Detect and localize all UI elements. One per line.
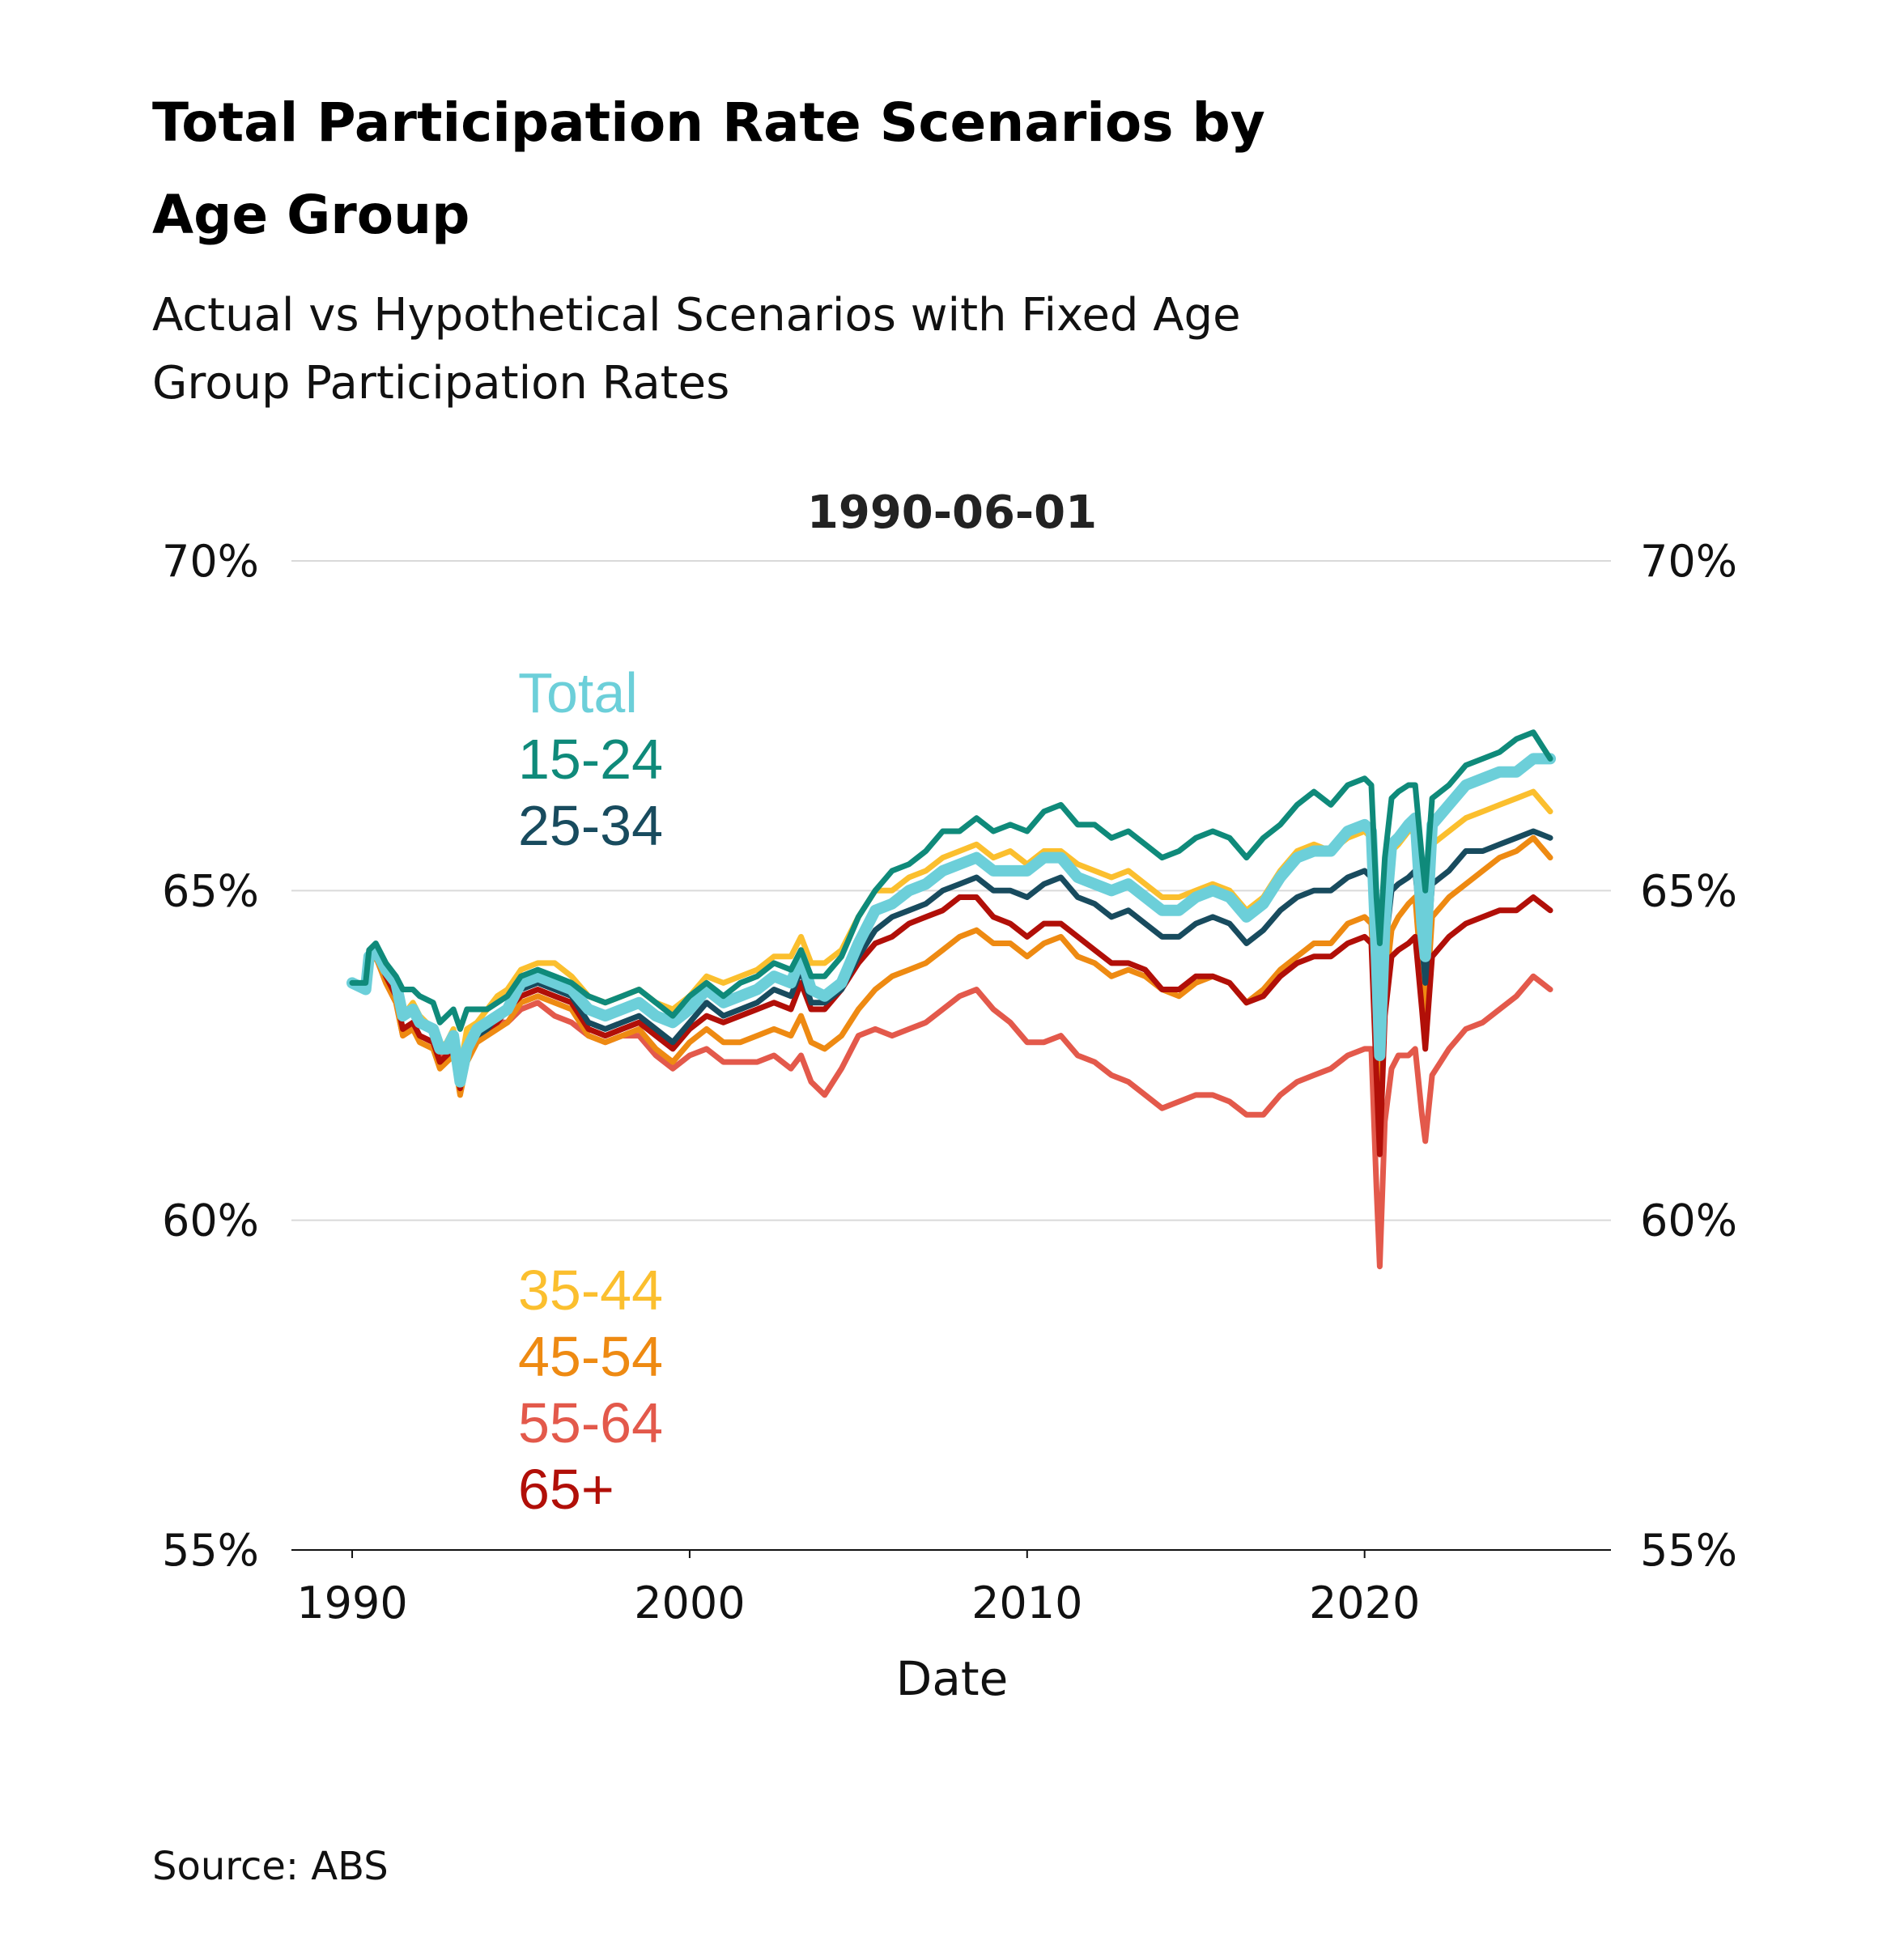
legend-label-45-54: 45-54 bbox=[518, 1325, 663, 1388]
right-y-axis: 55% 60% 65% 70% bbox=[1640, 536, 1737, 1576]
chart-title-line-2: Age Group bbox=[152, 184, 470, 246]
legend-label-65-: 65+ bbox=[518, 1458, 614, 1521]
x-tick-label: 2020 bbox=[1309, 1577, 1420, 1628]
y-tick-label-right: 55% bbox=[1640, 1525, 1737, 1576]
series-lines bbox=[346, 729, 1556, 1270]
series-line-15-24 bbox=[349, 729, 1553, 1032]
facet-date-label: 1990-06-01 bbox=[807, 486, 1097, 539]
chart-subtitle-line-2: Group Participation Rates bbox=[152, 357, 729, 410]
chart-subtitle-line-1: Actual vs Hypothetical Scenarios with Fi… bbox=[152, 289, 1241, 342]
gridlines bbox=[291, 560, 1611, 1221]
y-tick-label-left: 55% bbox=[162, 1525, 259, 1576]
x-tick-label: 2000 bbox=[634, 1577, 745, 1628]
y-tick-label-right: 65% bbox=[1640, 865, 1737, 916]
series-line-total bbox=[346, 753, 1556, 1088]
left-y-axis: 55% 60% 65% 70% bbox=[162, 536, 259, 1576]
y-tick-label-left: 60% bbox=[162, 1195, 259, 1246]
legend-label-55-64: 55-64 bbox=[518, 1391, 663, 1454]
legend-label-total: Total bbox=[518, 661, 638, 724]
x-tick-label: 1990 bbox=[296, 1577, 407, 1628]
legend-label-35-44: 35-44 bbox=[518, 1259, 663, 1322]
x-axis: 1990 2000 2010 2020 bbox=[296, 1550, 1420, 1628]
y-tick-label-left: 65% bbox=[162, 865, 259, 916]
legend-label-15-24: 15-24 bbox=[518, 728, 663, 791]
legend-label-25-34: 25-34 bbox=[518, 794, 663, 857]
y-tick-label-left: 70% bbox=[162, 536, 259, 587]
source-caption: Source: ABS bbox=[152, 1844, 389, 1889]
y-tick-label-right: 60% bbox=[1640, 1195, 1737, 1246]
chart-title-line-1: Total Participation Rate Scenarios by bbox=[152, 91, 1265, 154]
y-tick-label-right: 70% bbox=[1640, 536, 1737, 587]
x-axis-label: Date bbox=[896, 1651, 1009, 1706]
x-tick-label: 2010 bbox=[971, 1577, 1082, 1628]
